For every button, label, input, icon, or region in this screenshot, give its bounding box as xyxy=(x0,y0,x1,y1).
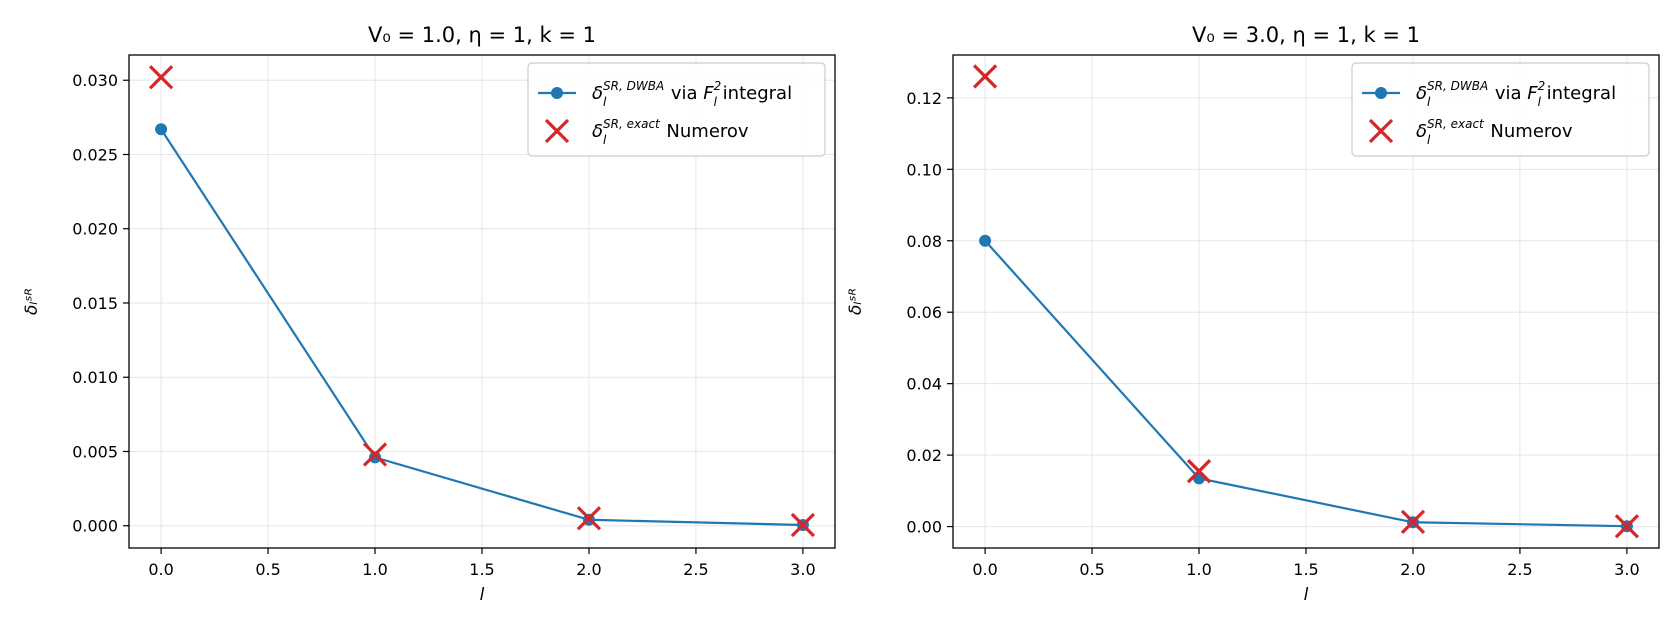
legend-label-dwba: δSR, DWBA l via F2 l integral xyxy=(1416,79,1616,109)
x-tick-label: 0.5 xyxy=(255,560,280,579)
x-tick-label: 1.5 xyxy=(469,560,494,579)
f-symbol: F xyxy=(703,83,714,104)
y-tick-label: 0.02 xyxy=(906,446,942,465)
legend-box xyxy=(1351,62,1650,157)
series-line-dwba xyxy=(984,240,1627,528)
y-tick-label: 0.020 xyxy=(72,220,118,239)
legend-label-exact: δSR, exact l Numerov xyxy=(1416,117,1573,147)
x-tick-label: 1.0 xyxy=(1186,560,1211,579)
x-tick-label: 2.0 xyxy=(1400,560,1425,579)
x-tick-label: 1.0 xyxy=(362,560,387,579)
superscript: SR, exact xyxy=(603,117,661,131)
superscript: SR, DWBA xyxy=(603,79,664,93)
legend-tail-text: Numerov xyxy=(661,121,749,142)
data-point-exact xyxy=(362,442,388,467)
legend-box xyxy=(527,62,826,157)
data-point-exact xyxy=(1186,459,1212,484)
y-axis-label: δₗˢᴿ xyxy=(846,288,866,315)
y-tick-label: 0.10 xyxy=(906,160,942,179)
series-line-dwba xyxy=(160,128,803,527)
data-point-exact xyxy=(576,506,602,531)
legend-handle-marker xyxy=(1375,87,1387,99)
y-tick-label: 0.12 xyxy=(906,89,942,108)
data-point-exact xyxy=(1614,514,1640,539)
chart-panel-2: 0.0 0.5 1.0 1.5 2.0 2.5 3.0 0.00 0.02 0.04 0.06 0.0… xyxy=(846,23,1660,605)
subscript: l xyxy=(603,133,607,147)
chart-panel-1: 0.0 0.5 1.0 1.5 2.0 2.5 3.0 0.000 0.005 0.010 0.01… xyxy=(22,23,836,605)
x-tick-label: 0.0 xyxy=(972,560,997,579)
x-tick-label: 0.5 xyxy=(1079,560,1104,579)
delta-symbol: δ xyxy=(592,121,603,142)
x-tick-label: 3.0 xyxy=(790,560,815,579)
delta-symbol: δ xyxy=(1416,83,1427,104)
y-tick-label: 0.04 xyxy=(906,375,942,394)
y-tick-label: 0.08 xyxy=(906,232,942,251)
x-tick-label: 2.5 xyxy=(1507,560,1532,579)
y-tick-label: 0.010 xyxy=(72,368,118,387)
legend-handle-marker xyxy=(544,118,570,144)
legend-via-text: via xyxy=(1489,83,1527,104)
superscript: SR, DWBA xyxy=(1427,79,1488,93)
chart-title: V₀ = 3.0, η = 1, k = 1 xyxy=(1192,23,1420,47)
data-point-dwba xyxy=(155,123,168,136)
delta-symbol: δ xyxy=(1416,121,1427,142)
y-axis-label: δₗˢᴿ xyxy=(22,288,42,315)
f-subscript: l xyxy=(714,95,718,109)
x-axis-label: l xyxy=(1304,585,1309,605)
data-point-exact xyxy=(1400,509,1426,535)
x-axis-label: l xyxy=(480,585,485,605)
f-superscript: 2 xyxy=(714,79,722,93)
legend-label-exact: δSR, exact l Numerov xyxy=(592,117,749,147)
subscript: l xyxy=(603,95,607,109)
y-tick-label: 0.005 xyxy=(72,442,118,461)
data-point-dwba xyxy=(369,451,382,464)
f-symbol: F xyxy=(1527,83,1538,104)
delta-symbol: δ xyxy=(592,83,603,104)
data-point-exact xyxy=(972,64,998,89)
y-tick-label: 0.015 xyxy=(72,294,118,313)
legend-handle-marker xyxy=(551,87,563,99)
x-tick-label: 1.5 xyxy=(1293,560,1318,579)
legend-via-text: via xyxy=(665,83,703,104)
y-tick-label: 0.000 xyxy=(72,517,118,536)
x-tick-label: 2.5 xyxy=(683,560,708,579)
x-tick-label: 0.0 xyxy=(148,560,173,579)
x-tick-label: 2.0 xyxy=(576,560,601,579)
chart-title: V₀ = 1.0, η = 1, k = 1 xyxy=(368,23,596,47)
data-point-exact xyxy=(790,512,816,538)
legend-label-dwba: δSR, DWBA l via F2 l integral xyxy=(592,79,792,109)
y-tick-label: 0.00 xyxy=(906,518,942,537)
subscript: l xyxy=(1427,95,1431,109)
f-subscript: l xyxy=(1538,95,1542,109)
legend-tail-text: integral xyxy=(717,83,792,104)
superscript: SR, exact xyxy=(1427,117,1485,131)
y-tick-label: 0.025 xyxy=(72,145,118,164)
legend-handle-marker xyxy=(1368,118,1394,144)
y-tick-label: 0.030 xyxy=(72,71,118,90)
legend-tail-text: integral xyxy=(1541,83,1616,104)
data-point-dwba xyxy=(979,234,992,247)
y-tick-label: 0.06 xyxy=(906,303,942,322)
subscript: l xyxy=(1427,133,1431,147)
data-point-exact xyxy=(148,65,174,90)
legend-tail-text: Numerov xyxy=(1485,121,1573,142)
f-superscript: 2 xyxy=(1538,79,1546,93)
x-tick-label: 3.0 xyxy=(1614,560,1639,579)
